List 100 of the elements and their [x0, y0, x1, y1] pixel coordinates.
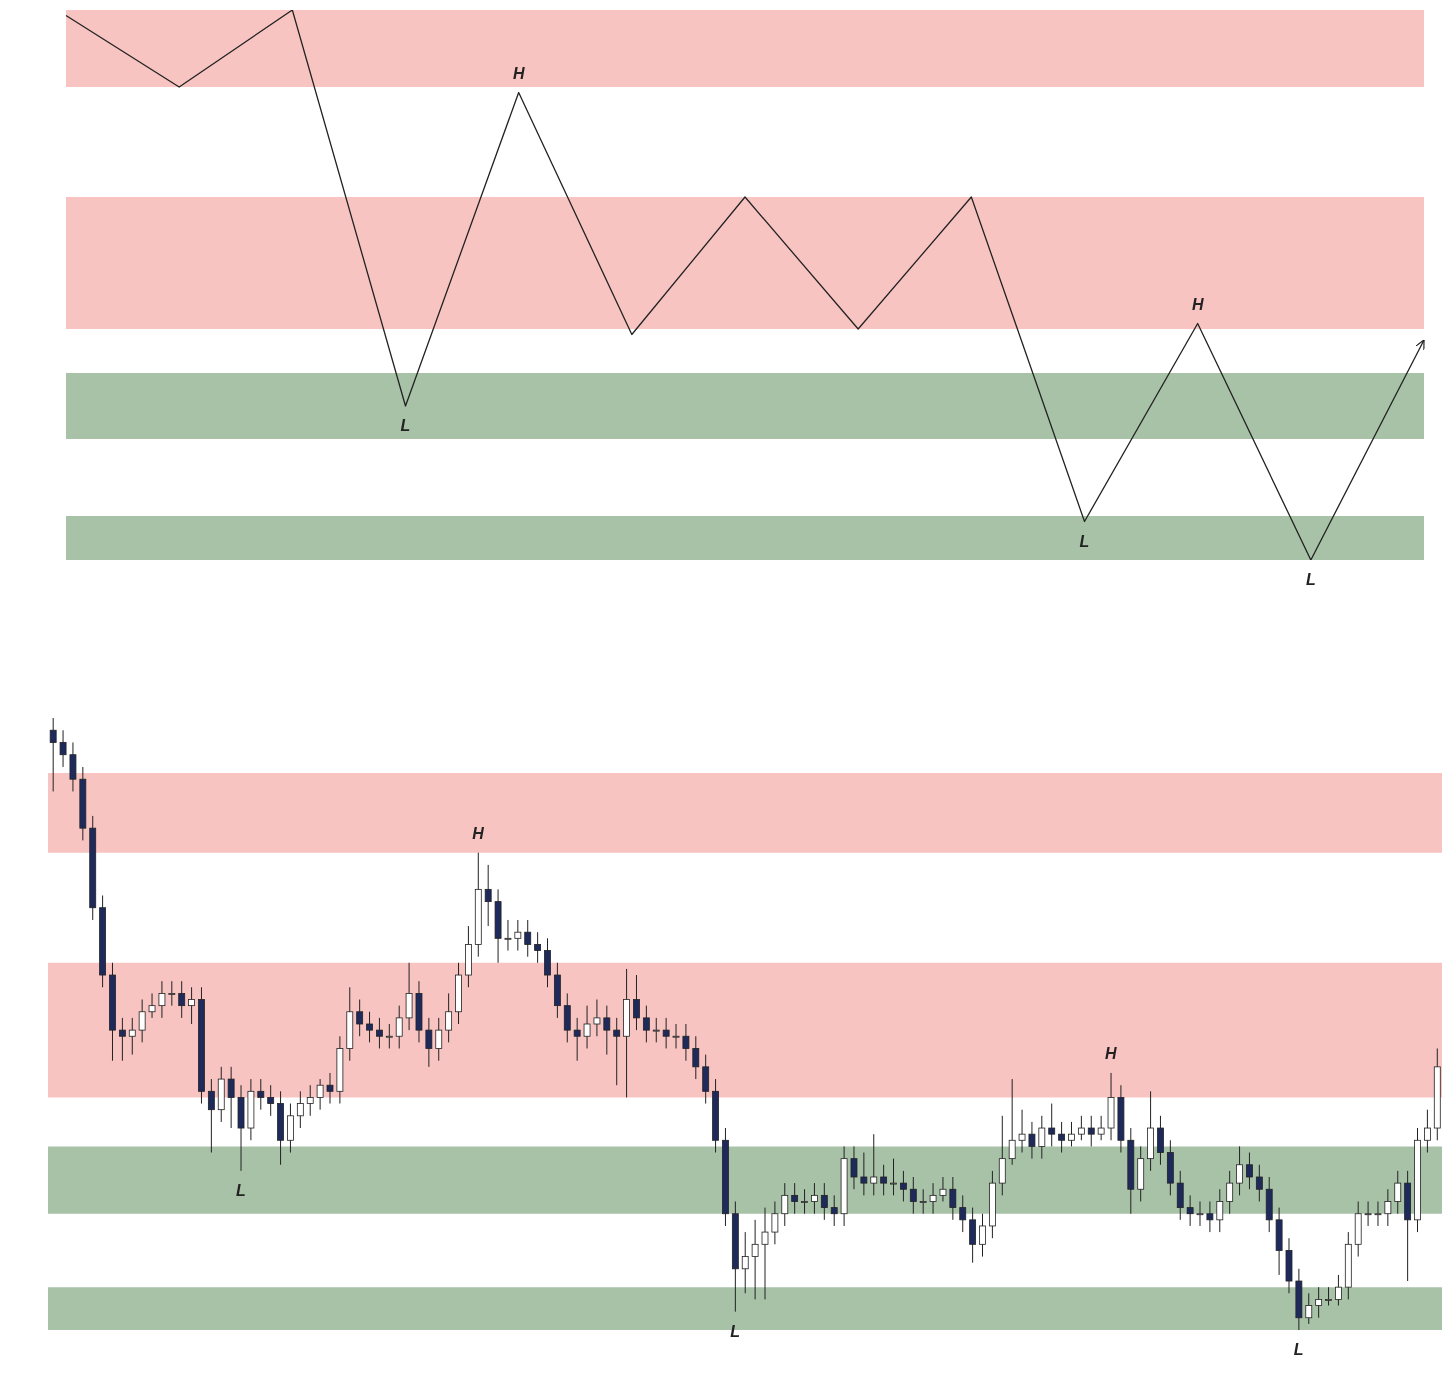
- candlestick: [1018, 1109, 1026, 1154]
- candlestick: [168, 980, 176, 1007]
- candlestick: [751, 1219, 759, 1300]
- candlestick: [820, 1182, 828, 1221]
- candlestick: [1226, 1170, 1234, 1215]
- candlestick: [1394, 1170, 1402, 1215]
- candlestick: [385, 1023, 393, 1049]
- candlestick: [484, 864, 492, 927]
- candlestick: [1077, 1115, 1085, 1141]
- candlestick: [118, 1017, 126, 1062]
- candlestick: [633, 974, 640, 1031]
- annotation: H: [472, 824, 485, 842]
- candlestick: [672, 1023, 680, 1049]
- candlestick: [652, 1017, 660, 1043]
- candlestick: [158, 980, 166, 1019]
- candlestick: [1424, 1109, 1431, 1154]
- candlestick: [524, 919, 532, 958]
- annotation: L: [730, 1323, 740, 1340]
- annotation: H: [512, 64, 525, 82]
- candlestick: [366, 1011, 373, 1043]
- candlestick: [227, 1066, 235, 1129]
- candlestick: [326, 1072, 334, 1105]
- candlestick: [178, 980, 186, 1019]
- candlestick: [306, 1084, 314, 1117]
- candlestick: [613, 1017, 621, 1086]
- candlestick: [445, 992, 453, 1043]
- candlestick: [939, 1176, 947, 1202]
- annotation: L: [400, 417, 411, 435]
- candlestick: [692, 1035, 700, 1080]
- candlestick: [1216, 1188, 1224, 1233]
- candlestick: [662, 1017, 670, 1049]
- candlestick: [1028, 1121, 1036, 1160]
- candlestick: [1058, 1121, 1065, 1154]
- candlestick: [296, 1090, 304, 1129]
- candlestick: [781, 1182, 789, 1227]
- candlestick: [830, 1194, 838, 1227]
- candlestick: [376, 1017, 383, 1049]
- candlestick: [1325, 1286, 1332, 1307]
- candlestick: [1186, 1194, 1194, 1227]
- candlestick: [573, 1017, 581, 1062]
- candlestick: [850, 1145, 858, 1190]
- candlestick: [257, 1078, 265, 1111]
- candlestick: [900, 1170, 907, 1202]
- candlestick: [1008, 1078, 1016, 1166]
- candlestick: [771, 1200, 779, 1245]
- candlestick: [929, 1182, 937, 1215]
- candlestick: [741, 1231, 749, 1294]
- candlestick: [425, 1017, 433, 1068]
- candlestick: [148, 992, 156, 1019]
- candlestick: [791, 1182, 799, 1215]
- candlestick: [1364, 1200, 1372, 1227]
- candlestick: [1196, 1200, 1204, 1227]
- candlestick: [1236, 1145, 1243, 1196]
- candlestick: [49, 718, 57, 792]
- candlestick: [801, 1188, 808, 1215]
- candlestick: [1305, 1292, 1313, 1325]
- annotation: H: [1191, 295, 1204, 313]
- candlestick: [979, 1213, 986, 1258]
- candlestick: [761, 1207, 769, 1300]
- candlestick: [534, 931, 542, 964]
- candlestick: [514, 919, 522, 952]
- candlestick: [1038, 1115, 1046, 1160]
- candlestick: [138, 999, 146, 1043]
- candlestick: [1315, 1286, 1323, 1319]
- candlestick: [583, 1005, 591, 1049]
- candlestick: [128, 1017, 136, 1056]
- candlestick: [593, 999, 601, 1037]
- candlestick: [682, 1023, 690, 1062]
- candlestick: [949, 1176, 957, 1221]
- candlestick: [1097, 1115, 1105, 1141]
- candlestick: [870, 1133, 878, 1196]
- candlestick: [811, 1182, 818, 1215]
- candlestick: [959, 1194, 967, 1233]
- candlestick: [59, 729, 67, 768]
- candlestick: [267, 1084, 275, 1117]
- candlestick: [1246, 1152, 1253, 1190]
- candlestick: [1068, 1121, 1075, 1147]
- candlestick: [909, 1176, 917, 1215]
- candlestick: [395, 1005, 403, 1049]
- candlestick: [1374, 1200, 1382, 1227]
- candlestick: [1255, 1164, 1263, 1202]
- annotation: L: [1305, 571, 1316, 589]
- candlestick: [356, 999, 364, 1037]
- candlestick: [1384, 1188, 1392, 1227]
- candlestick: [880, 1164, 888, 1196]
- annotation: L: [1293, 1341, 1304, 1359]
- annotation: L: [1079, 532, 1090, 550]
- candlestick: [207, 1078, 215, 1154]
- candlestick: [1206, 1200, 1214, 1233]
- annotation: H: [1105, 1044, 1118, 1062]
- candlestick: [860, 1152, 868, 1196]
- candlestick: [435, 1017, 443, 1062]
- candlestick: [316, 1078, 324, 1111]
- candlestick: [188, 986, 195, 1025]
- candlestick: [1048, 1103, 1056, 1147]
- candlestick: [642, 1005, 650, 1043]
- candlestick: [1335, 1274, 1342, 1307]
- candlestick: [919, 1188, 927, 1215]
- candlestick: [603, 1005, 611, 1056]
- annotation: L: [235, 1182, 246, 1200]
